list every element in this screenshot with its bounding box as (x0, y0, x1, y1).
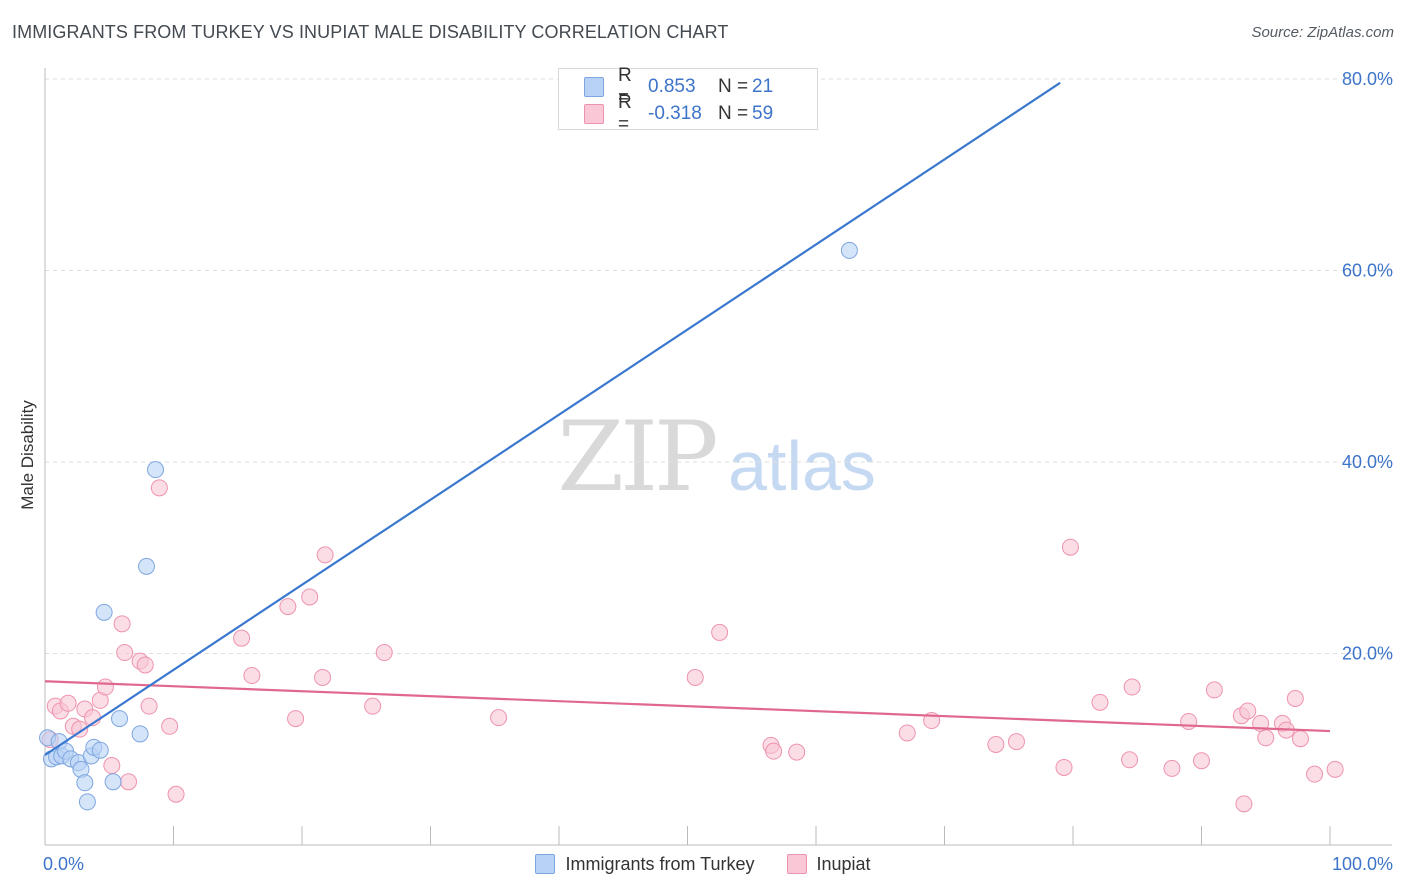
data-point-inupiat (1061, 538, 1079, 556)
legend-label-inupiat: Inupiat (816, 853, 871, 874)
legend-label-turkey: Immigrants from Turkey (565, 853, 755, 874)
data-point-inupiat (103, 757, 121, 775)
data-point-inupiat (113, 615, 131, 633)
legend-swatch-inupiat (786, 854, 807, 874)
data-point-inupiat (233, 629, 251, 647)
legend-swatch-turkey (584, 77, 604, 97)
data-point-inupiat (1239, 702, 1257, 720)
legend-item-turkey[interactable]: Immigrants from Turkey (535, 853, 755, 875)
legend-r-label: R = (618, 92, 632, 135)
data-point-turkey (111, 710, 129, 728)
legend-n-label: N = (718, 103, 749, 124)
data-point-turkey (104, 773, 122, 791)
data-point-inupiat (364, 697, 382, 715)
data-point-inupiat (167, 785, 185, 803)
y-tick-label: 20.0% (1342, 644, 1393, 664)
data-point-inupiat (1193, 752, 1210, 770)
data-point-inupiat (1055, 758, 1073, 776)
data-point-inupiat (136, 656, 154, 674)
series-legend: Immigrants from Turkey Inupiat (0, 850, 1406, 878)
legend-swatch-turkey (535, 854, 556, 874)
data-point-inupiat (1091, 693, 1109, 711)
data-point-turkey (91, 741, 109, 759)
data-point-inupiat (1007, 733, 1025, 751)
data-point-inupiat (150, 479, 168, 497)
legend-r-label: R = (618, 65, 632, 108)
data-point-inupiat (1235, 795, 1253, 813)
watermark-zip: ZIP (557, 401, 716, 513)
data-point-inupiat (1205, 681, 1223, 699)
x-tick-label: 0.0% (43, 854, 84, 874)
data-point-inupiat (71, 720, 89, 738)
data-point-inupiat (120, 773, 138, 791)
data-point-inupiat (490, 709, 508, 727)
data-point-inupiat (788, 743, 806, 761)
data-point-inupiat (116, 644, 134, 662)
data-point-turkey (78, 793, 96, 811)
data-point-inupiat (1306, 765, 1324, 783)
data-point-inupiat (898, 724, 916, 742)
data-point-inupiat (987, 735, 1005, 753)
data-point-inupiat (316, 546, 334, 564)
data-point-inupiat (96, 678, 114, 696)
data-point-inupiat (1286, 690, 1304, 708)
trend-line-inupiat (44, 680, 1331, 733)
data-point-inupiat (1121, 751, 1139, 769)
data-point-inupiat (1326, 760, 1344, 778)
y-tick-label: 40.0% (1342, 452, 1393, 472)
data-point-inupiat (161, 717, 179, 735)
data-point-inupiat (1291, 730, 1309, 748)
legend-swatch-inupiat (584, 104, 604, 124)
data-point-turkey (138, 557, 156, 575)
data-point-turkey (147, 461, 165, 479)
legend-row-inupiat: R = -0.318 N = 59 (559, 92, 774, 135)
data-point-turkey (95, 603, 113, 621)
legend-r-value-turkey: 0.853 (648, 76, 696, 97)
data-point-inupiat (765, 742, 783, 760)
data-point-inupiat (686, 668, 704, 686)
legend-item-inupiat[interactable]: Inupiat (786, 853, 871, 875)
data-point-inupiat (279, 598, 297, 616)
watermark-atlas: atlas (728, 427, 876, 505)
legend-r-value-inupiat: -0.318 (648, 103, 702, 124)
data-point-turkey (840, 241, 858, 259)
data-point-turkey (131, 725, 149, 743)
legend-n-value-inupiat: 59 (752, 103, 774, 124)
x-tick-label: 100.0% (1332, 854, 1393, 874)
legend-n-value-turkey: 21 (752, 76, 774, 97)
data-point-inupiat (1163, 759, 1181, 777)
data-point-inupiat (59, 694, 77, 712)
data-point-inupiat (314, 668, 332, 686)
y-tick-label: 60.0% (1342, 261, 1393, 281)
data-point-inupiat (301, 588, 319, 606)
trend-line-turkey (44, 81, 1061, 756)
data-point-inupiat (375, 644, 393, 662)
correlation-legend: R = 0.853 N = 21 R = -0.318 N = 59 (558, 65, 818, 135)
data-point-inupiat (243, 667, 261, 685)
data-point-inupiat (1180, 712, 1198, 730)
legend-row-turkey: R = 0.853 N = 21 (559, 65, 774, 108)
data-point-inupiat (140, 697, 158, 715)
data-point-turkey (76, 774, 94, 792)
data-point-inupiat (711, 623, 729, 641)
chart-title: IMMIGRANTS FROM TURKEY VS INUPIAT MALE D… (12, 22, 729, 42)
y-tick-label: 80.0% (1342, 69, 1393, 89)
data-point-inupiat (287, 710, 305, 728)
source-label: Source: ZipAtlas.com (1251, 24, 1394, 41)
legend-n-label: N = (718, 76, 749, 97)
data-point-inupiat (1123, 678, 1141, 696)
data-point-inupiat (1257, 729, 1275, 747)
